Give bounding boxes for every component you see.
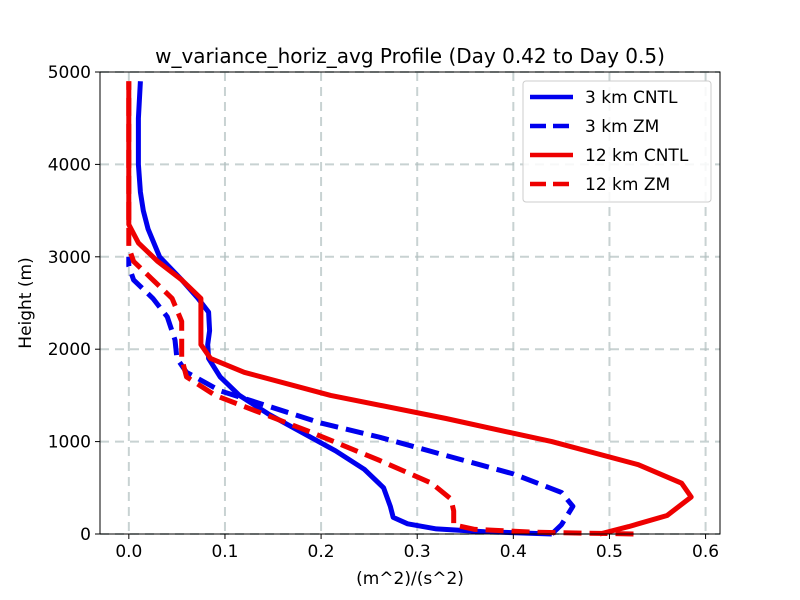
y-tick-label: 3000	[48, 248, 91, 268]
x-axis-label: (m^2)/(s^2)	[356, 569, 464, 589]
x-tick-label: 0.2	[308, 542, 335, 562]
series-line-3-km-zm	[126, 256, 576, 536]
x-tick-label: 0.6	[692, 542, 719, 562]
y-tick-label: 2000	[48, 340, 91, 360]
series-layer	[126, 81, 694, 537]
legend-box	[522, 80, 712, 203]
x-tick-label: 0.4	[500, 542, 527, 562]
series-line-3-km-cntl	[135, 81, 552, 537]
x-tick-label: 0.1	[211, 542, 238, 562]
series-line-12-km-zm	[126, 81, 634, 537]
y-tick-label: 4000	[48, 155, 91, 175]
y-tick-label: 5000	[48, 63, 91, 83]
legend-label-12km-cntl: 12 km CNTL	[585, 146, 689, 166]
y-tick-label: 0	[80, 525, 91, 545]
legend-label-3km-zm: 3 km ZM	[585, 117, 659, 137]
plot-frame	[99, 71, 721, 535]
chart-title: w_variance_horiz_avg Profile (Day 0.42 t…	[155, 44, 665, 68]
x-tick-label: 0.3	[404, 542, 431, 562]
x-tick-label: 0.5	[596, 542, 623, 562]
axis-ticks: 0.0 0.1 0.2 0.3 0.4 0.5 0.6 0 1000 2000 3000 4000 50…	[48, 63, 719, 562]
x-tick-label: 0.0	[115, 542, 142, 562]
series-line-12-km-cntl	[126, 81, 694, 537]
y-tick-label: 1000	[48, 433, 91, 453]
legend: 3 km CNTL 3 km ZM 12 km CNTL 12 km ZM	[522, 80, 712, 203]
y-axis-label: Height (m)	[16, 257, 36, 348]
legend-label-3km-cntl: 3 km CNTL	[585, 88, 678, 108]
legend-label-12km-zm: 12 km ZM	[585, 175, 670, 195]
